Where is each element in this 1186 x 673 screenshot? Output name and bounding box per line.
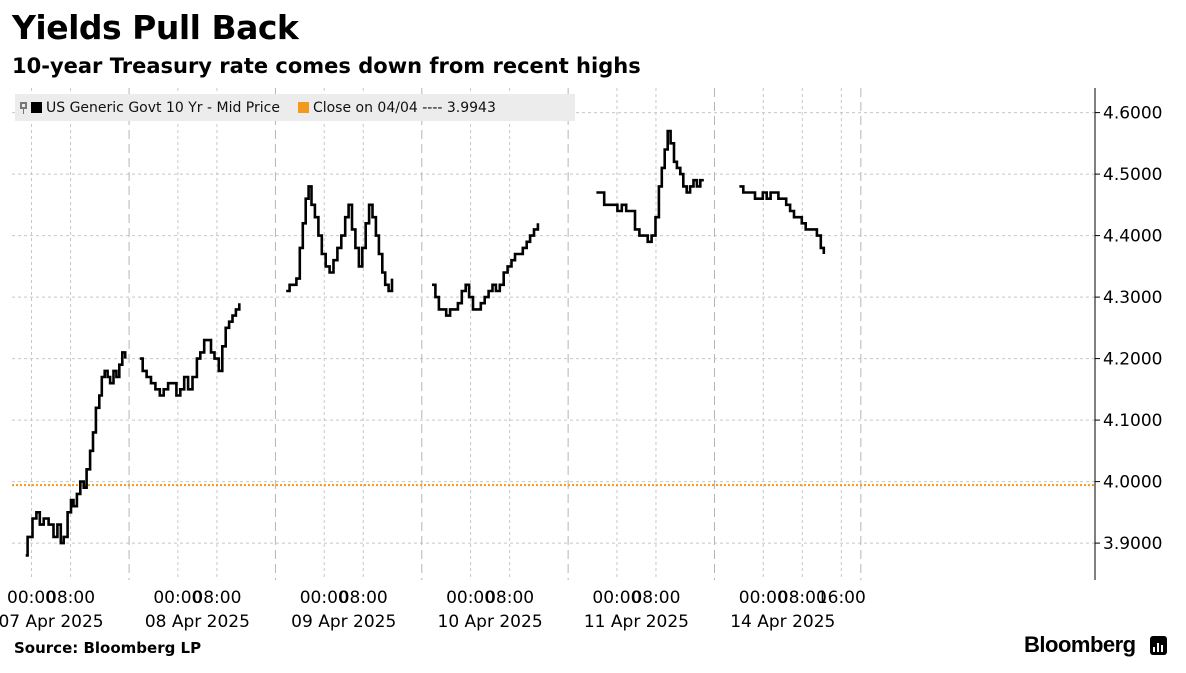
x-tick-label: 08:00 <box>192 588 241 608</box>
date-label: 14 Apr 2025 <box>730 612 835 632</box>
legend-label-series: US Generic Govt 10 Yr - Mid Price <box>46 99 280 116</box>
date-label: 09 Apr 2025 <box>291 612 396 632</box>
date-label: 11 Apr 2025 <box>584 612 689 632</box>
x-tick-label: 08:00 <box>778 588 827 608</box>
legend: US Generic Govt 10 Yr - Mid Price Close … <box>15 94 575 121</box>
x-tick-label: 08:00 <box>631 588 680 608</box>
y-tick-label: 3.9000 <box>1103 534 1162 554</box>
bloomberg-logo: Bloomberg <box>1024 632 1136 657</box>
x-tick-label: 08:00 <box>339 588 388 608</box>
x-tick-label: 00:00 <box>300 588 349 608</box>
legend-swatch-series <box>31 102 42 113</box>
chart-title: Yields Pull Back <box>12 8 299 47</box>
y-tick-label: 4.6000 <box>1103 104 1162 124</box>
x-tick-label: 00:00 <box>739 588 788 608</box>
x-tick-label: 08:00 <box>485 588 534 608</box>
source-note: Source: Bloomberg LP <box>14 639 202 657</box>
date-label: 07 Apr 2025 <box>0 612 104 632</box>
y-tick-label: 4.2000 <box>1103 350 1162 370</box>
legend-swatch-reference <box>297 102 309 113</box>
day-separators <box>128 88 862 580</box>
series-segment <box>139 303 241 397</box>
series-lines <box>25 129 826 557</box>
y-tick-label: 4.4000 <box>1103 227 1162 247</box>
x-tick-label: 08:00 <box>46 588 95 608</box>
series-segment <box>739 185 826 254</box>
y-tick-label: 4.1000 <box>1103 411 1162 431</box>
series-segment <box>286 185 394 293</box>
chart-subtitle: 10-year Treasury rate comes down from re… <box>12 54 641 78</box>
y-tick-label: 4.3000 <box>1103 288 1162 308</box>
date-label: 08 Apr 2025 <box>145 612 250 632</box>
series-segment <box>432 223 540 317</box>
bloomberg-chart-icon <box>1150 636 1167 655</box>
x-tick-label: 00:00 <box>592 588 641 608</box>
x-tick-label: 16:00 <box>817 588 866 608</box>
x-tick-label: 00:00 <box>153 588 202 608</box>
series-segment <box>25 351 127 557</box>
y-tick-label: 4.5000 <box>1103 165 1162 185</box>
gridlines <box>12 88 1095 580</box>
x-tick-label: 00:00 <box>446 588 495 608</box>
legend-label-reference: Close on 04/04 ---- 3.9943 <box>312 99 496 116</box>
date-label: 10 Apr 2025 <box>438 612 543 632</box>
series-segment <box>596 129 704 244</box>
x-tick-label: 00:00 <box>7 588 56 608</box>
y-tick-label: 4.0000 <box>1103 473 1162 493</box>
legend-pin-icon <box>19 101 29 114</box>
y-axis: 3.9000 4.0000 4.1000 4.2000 4.3000 4.4000 4.50… <box>1094 88 1162 580</box>
